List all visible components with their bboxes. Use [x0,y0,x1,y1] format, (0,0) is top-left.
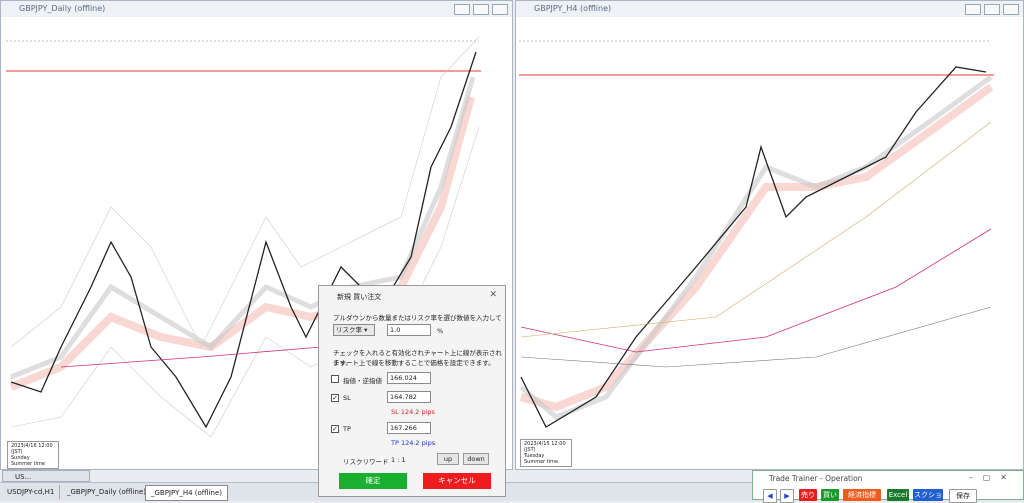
sl-checkbox[interactable]: ✓ [331,394,339,402]
cancel-button[interactable]: キャンセル [423,473,491,489]
rr-label: リスクリワード [343,458,389,466]
info-text: 2023/4/15 12:00 (JST) [524,441,566,453]
tp-pips: TP 124.2 pips [391,439,436,447]
trainer-button[interactable]: Excel [887,489,909,501]
sl-pips: SL 124.2 pips [391,408,435,416]
minimized-window[interactable]: US... [2,470,90,482]
minimized-title: US... [15,473,32,481]
trainer-button[interactable]: 経済指標 [843,489,881,501]
tab[interactable]: USDJPY-cd,H1 [2,485,61,499]
info-text: Sunday [11,455,30,461]
trainer-button[interactable]: 保存 [949,489,977,503]
tp-label: TP [343,425,351,433]
chart-window[interactable]: GBPJPY_Daily (offline) 2023/4/16 12:00 (… [0,0,513,470]
entry-checkbox[interactable] [331,375,339,383]
trainer-title: Trade Trainer - Operation [769,474,863,483]
info-text: Tuesday [524,453,545,459]
chart-info: 2023/4/16 12:00 (JST) Sunday Summer time [7,441,59,469]
sl-label: SL [343,394,351,402]
amount-input[interactable]: 1.0 [387,324,431,336]
trainer-button[interactable]: ◀ [763,489,777,503]
chart-info: 2023/4/15 12:00 (JST) Tuesday Summer time [520,439,572,467]
down-button[interactable]: down [463,453,489,465]
unit: % [437,327,444,335]
tab[interactable]: _GBPJPY_Daily (offline) [62,485,152,499]
note: チェックを入れると有効化されチャート上に線が表示されます。 [333,349,502,367]
close-button[interactable]: ✕ [489,290,497,300]
ok-button[interactable]: 確定 [339,473,407,489]
mode-dropdown[interactable]: リスク率 ▾ [333,324,375,336]
up-button[interactable]: up [437,453,459,465]
info-text: Summer time [11,461,46,467]
dialog-title: 新規 買い注文 [337,293,382,301]
trainer-button[interactable]: 売り [799,489,817,501]
tp-checkbox[interactable]: ✓ [331,425,339,433]
trainer-button[interactable]: スクショ [913,489,943,501]
trainer-window: Trade Trainer - Operation –▢✕ ◀ ▶ 売り 買い 経済指標… [752,470,1024,503]
window-title: GBPJPY_H4 (offline) [534,4,612,13]
trainer-button[interactable]: 買い [821,489,839,501]
window-title: GBPJPY_Daily (offline) [19,4,106,13]
rr-value: 1 : 1 [391,456,406,464]
window-buttons[interactable] [965,4,1019,15]
tp-input[interactable]: 167.266 [387,422,431,434]
entry-input[interactable]: 166.024 [387,372,431,384]
dropdown-text: リスク率 [336,326,362,334]
tab[interactable]: _GBPJPY_H4 (offline) [145,485,228,501]
info-text: Summer time [524,459,559,465]
sl-input[interactable]: 164.782 [387,391,431,403]
trainer-window-buttons[interactable]: –▢✕ [968,473,1017,482]
price-chart [519,40,994,428]
entry-label: 指値・逆指値 [343,377,382,385]
title-bar: GBPJPY_Daily (offline) [1,1,512,17]
trainer-button[interactable]: ▶ [780,489,794,503]
title-bar: GBPJPY_H4 (offline) [516,1,1023,17]
order-dialog: 新規 買い注文 ✕ プルダウンから数量またはリスク率を選び数値を入力してください… [318,285,506,497]
note: チャート上で線を移動することで価格を設定できます。 [333,359,495,367]
info-text: 2023/4/16 12:00 (JST) [11,443,53,455]
window-buttons[interactable] [454,4,508,15]
chart-window[interactable]: GBPJPY_H4 (offline) 2023/4/15 12:00 (JST… [515,0,1024,470]
